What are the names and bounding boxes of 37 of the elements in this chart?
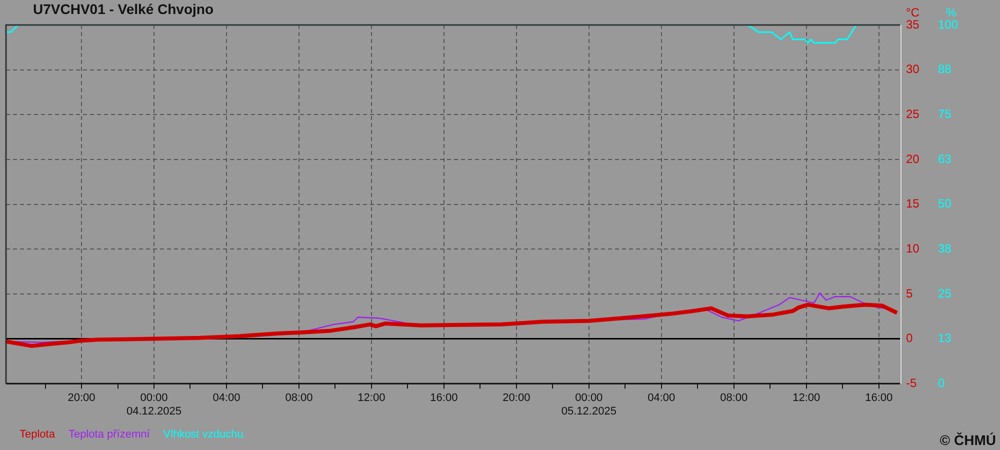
x-tick-label: 16:00 [430,392,458,404]
y-tick-label: 20 [906,152,920,166]
x-tick-label: 00:00 05.12.2025 [561,392,616,418]
text: Vlhkost vzduchu [163,428,244,441]
y-tick-label: 5 [906,286,913,300]
x-tick-label: 00:00 04.12.2025 [126,392,182,418]
x-tick-label: 08:00 [285,392,313,404]
x-tick-label: 20:00 [68,392,96,404]
y-tick-label: 25 [906,106,920,121]
y-tick-label: 10 [906,241,920,256]
y2-tick-label: 88 [938,62,952,76]
x-tick-label: 16:00 [865,392,893,404]
y2-tick-label: 63 [938,152,952,166]
y-tick-label: 35 [906,17,920,32]
text: Teplota [20,428,56,441]
y2-tick-label: 50 [938,196,952,211]
x-tick-label: 08:00 [720,392,748,404]
chart-title: U7VCHV01 - Velké Chvojno [33,0,214,17]
y-tick-label: 0 [906,331,913,346]
y2-tick-label: 75 [938,106,952,121]
y2-tick-label: 100 [938,17,958,32]
y2-tick-label: 0 [938,376,945,390]
y2-tick-label: 38 [938,241,952,256]
y2-axis-title: % [946,5,957,20]
x-tick-label: 12:00 [792,392,820,404]
y2-tick-label: 13 [938,331,952,346]
text: © ČHMÚ [940,432,996,448]
y-tick-label: 30 [906,62,920,76]
x-tick-label: 04:00 [212,392,240,404]
x-tick-label: 04:00 [648,392,676,404]
y-axis-title: °C [906,5,920,20]
text: Teplota přízemní [68,428,151,441]
x-tick-label: 20:00 [502,392,530,404]
x-tick-label: 12:00 [358,392,386,404]
y-tick-label: 15 [906,196,920,211]
y2-tick-label: 25 [938,286,952,300]
y-tick-label: -5 [906,376,917,390]
